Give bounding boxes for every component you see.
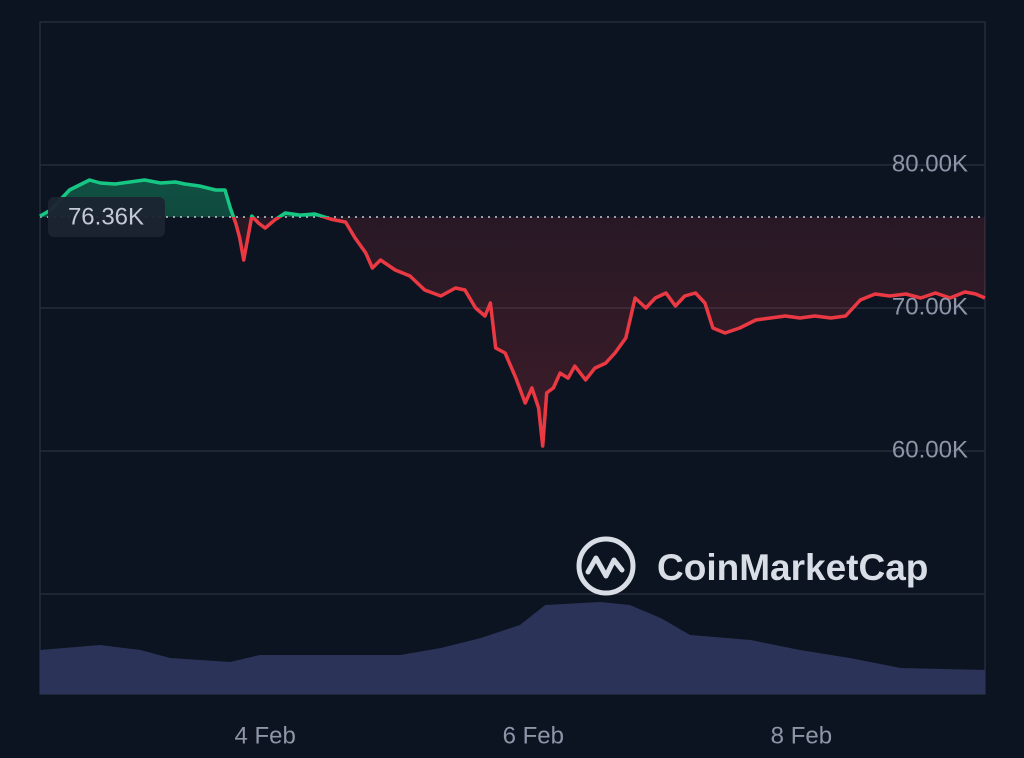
y-tick-label: 60.00K	[892, 436, 968, 463]
x-tick-label: 4 Feb	[235, 722, 296, 749]
area-fill	[40, 180, 985, 446]
watermark-text: CoinMarketCap	[657, 547, 928, 588]
watermark-logo-mark	[585, 555, 625, 579]
watermark: CoinMarketCap	[576, 536, 928, 596]
baseline-label: 76.36K	[68, 203, 144, 230]
x-tick-label: 8 Feb	[771, 722, 832, 749]
baseline-label-box	[48, 197, 165, 238]
x-tick-label: 6 Feb	[503, 722, 564, 749]
price-line	[39, 178, 986, 448]
volume-area	[40, 602, 985, 694]
watermark-logo	[576, 536, 636, 596]
y-tick-label: 80.00K	[892, 150, 968, 177]
y-tick-label: 70.00K	[892, 293, 968, 320]
